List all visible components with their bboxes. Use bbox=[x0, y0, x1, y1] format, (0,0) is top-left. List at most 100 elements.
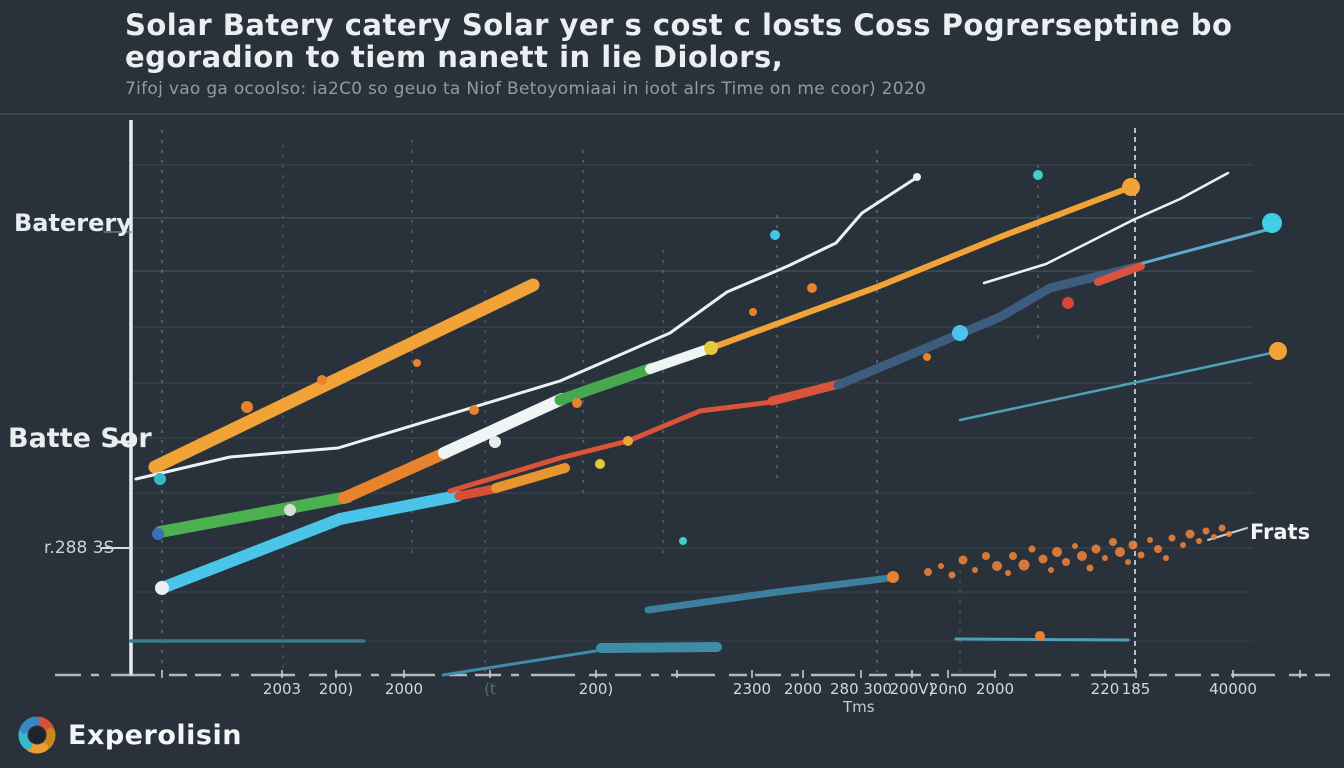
line-orange-2 bbox=[708, 184, 1134, 351]
data-dot bbox=[317, 375, 327, 385]
line-blue-thin bbox=[1141, 227, 1272, 265]
line-multi-orange bbox=[338, 446, 453, 504]
scatter-dot bbox=[1202, 527, 1210, 535]
data-dot bbox=[1062, 297, 1074, 309]
scatter-dot bbox=[1147, 537, 1153, 543]
data-dot bbox=[952, 325, 968, 341]
scatter-dot bbox=[1018, 559, 1030, 571]
line-multi-white-1 bbox=[438, 393, 568, 459]
scatter-dot bbox=[1168, 534, 1176, 542]
x-tick-label: 280 300 bbox=[829, 680, 893, 698]
scatter-dot bbox=[1163, 555, 1169, 561]
data-dot bbox=[704, 341, 718, 355]
x-tick-label: 200V) bbox=[889, 680, 935, 698]
line-cyan-thick bbox=[156, 490, 463, 594]
data-dot bbox=[1269, 342, 1287, 360]
scatter-dot bbox=[1226, 531, 1232, 537]
y-axis-label-n288: r.288 3S bbox=[44, 538, 115, 558]
scatter-dot bbox=[1218, 524, 1226, 532]
x-tick-label: 2000 bbox=[975, 680, 1015, 698]
scatter-dot bbox=[1137, 551, 1145, 559]
data-dot bbox=[807, 283, 817, 293]
scatter-dot bbox=[1109, 538, 1117, 546]
scatter-dot bbox=[938, 563, 944, 569]
scatter-dot bbox=[1038, 554, 1048, 564]
scatter-dot bbox=[1009, 552, 1017, 560]
line-teal-rise bbox=[441, 642, 642, 677]
scatter-dot bbox=[1072, 543, 1078, 549]
logo: Experolisin bbox=[16, 714, 242, 756]
line-red-join bbox=[454, 484, 499, 501]
x-tick-label: 2000 bbox=[384, 680, 424, 698]
scatter-dot bbox=[1185, 529, 1195, 539]
scatter-dot bbox=[1115, 547, 1125, 557]
data-dot bbox=[469, 405, 479, 415]
scatter-dot bbox=[1091, 544, 1101, 554]
logo-icon-segment bbox=[25, 742, 49, 754]
line-multi-green-1 bbox=[154, 491, 354, 538]
scatter-dot bbox=[1005, 570, 1011, 576]
y-axis-label-batte-sor: Batte Sor bbox=[8, 423, 152, 454]
data-dot bbox=[1033, 170, 1043, 180]
data-dot bbox=[489, 436, 501, 448]
data-dot bbox=[623, 436, 633, 446]
data-dot bbox=[284, 504, 296, 516]
scatter-dot bbox=[1154, 545, 1162, 553]
data-dot bbox=[770, 230, 780, 240]
scatter-dot bbox=[1196, 538, 1202, 544]
line-white-thin-1 bbox=[134, 176, 918, 481]
logo-icon-segment bbox=[19, 716, 40, 734]
scatter-dot bbox=[1125, 559, 1131, 565]
scatter-dot bbox=[1062, 558, 1070, 566]
scatter-dot bbox=[958, 555, 968, 565]
data-dot bbox=[572, 398, 582, 408]
x-axis-title: Tms bbox=[843, 698, 875, 716]
data-dot bbox=[154, 473, 166, 485]
logo-icon-segment bbox=[18, 727, 32, 750]
data-dot bbox=[1262, 213, 1282, 233]
scatter-dot bbox=[1102, 555, 1108, 561]
scatter-dot bbox=[992, 561, 1002, 571]
page-subtitle: 7ifoj vao ga ocoolso: ia2C0 so geuo ta N… bbox=[125, 79, 927, 99]
line-tomato-thick-end bbox=[767, 378, 848, 406]
data-dot bbox=[152, 528, 164, 540]
scatter-dot bbox=[1028, 545, 1036, 553]
y-axis-label-baterery: Baterery bbox=[14, 209, 132, 237]
data-dot bbox=[749, 308, 757, 316]
line-multi-green-2 bbox=[554, 362, 658, 406]
page-title-line1: Solar Batery catery Solar yer s cost c l… bbox=[125, 8, 1233, 42]
x-tick-label: 220 bbox=[1090, 680, 1120, 698]
x-tick-label: 40000 bbox=[1209, 680, 1257, 698]
line-thick-orange bbox=[148, 278, 540, 474]
data-dot bbox=[413, 359, 421, 367]
scatter-dot bbox=[1211, 534, 1217, 540]
data-dot bbox=[595, 459, 605, 469]
scatter-dot bbox=[1180, 542, 1186, 548]
scatter-dot bbox=[982, 552, 990, 560]
scatter-dot bbox=[1048, 567, 1054, 573]
scatter-dot bbox=[1086, 564, 1094, 572]
line-teal-shallow bbox=[958, 350, 1278, 422]
data-dot bbox=[1122, 178, 1140, 196]
scatter-dot bbox=[1077, 551, 1087, 561]
x-tick-label: 2003 bbox=[262, 680, 302, 698]
scatter-dot bbox=[1128, 540, 1138, 550]
line-red-overlay bbox=[1094, 262, 1145, 286]
logo-text: Experolisin bbox=[68, 719, 242, 751]
data-dot bbox=[923, 353, 931, 361]
x-tick-label: 2000 bbox=[783, 680, 823, 698]
scatter-dot bbox=[924, 568, 932, 576]
x-tick-label: 2300 bbox=[732, 680, 772, 698]
x-tick-label: 20n0 bbox=[928, 680, 968, 698]
page-title-line2: egoradion to tiem nanett in lie Diolors, bbox=[125, 40, 784, 74]
data-dot bbox=[913, 173, 921, 181]
scatter-dot bbox=[972, 567, 978, 573]
line-multi-white-2 bbox=[645, 345, 710, 374]
x-tick-label: 185 bbox=[1121, 680, 1151, 698]
x-tick-label: 200) bbox=[578, 680, 614, 698]
data-dot bbox=[241, 401, 253, 413]
data-dot bbox=[679, 537, 687, 545]
scatter-dot bbox=[948, 571, 956, 579]
